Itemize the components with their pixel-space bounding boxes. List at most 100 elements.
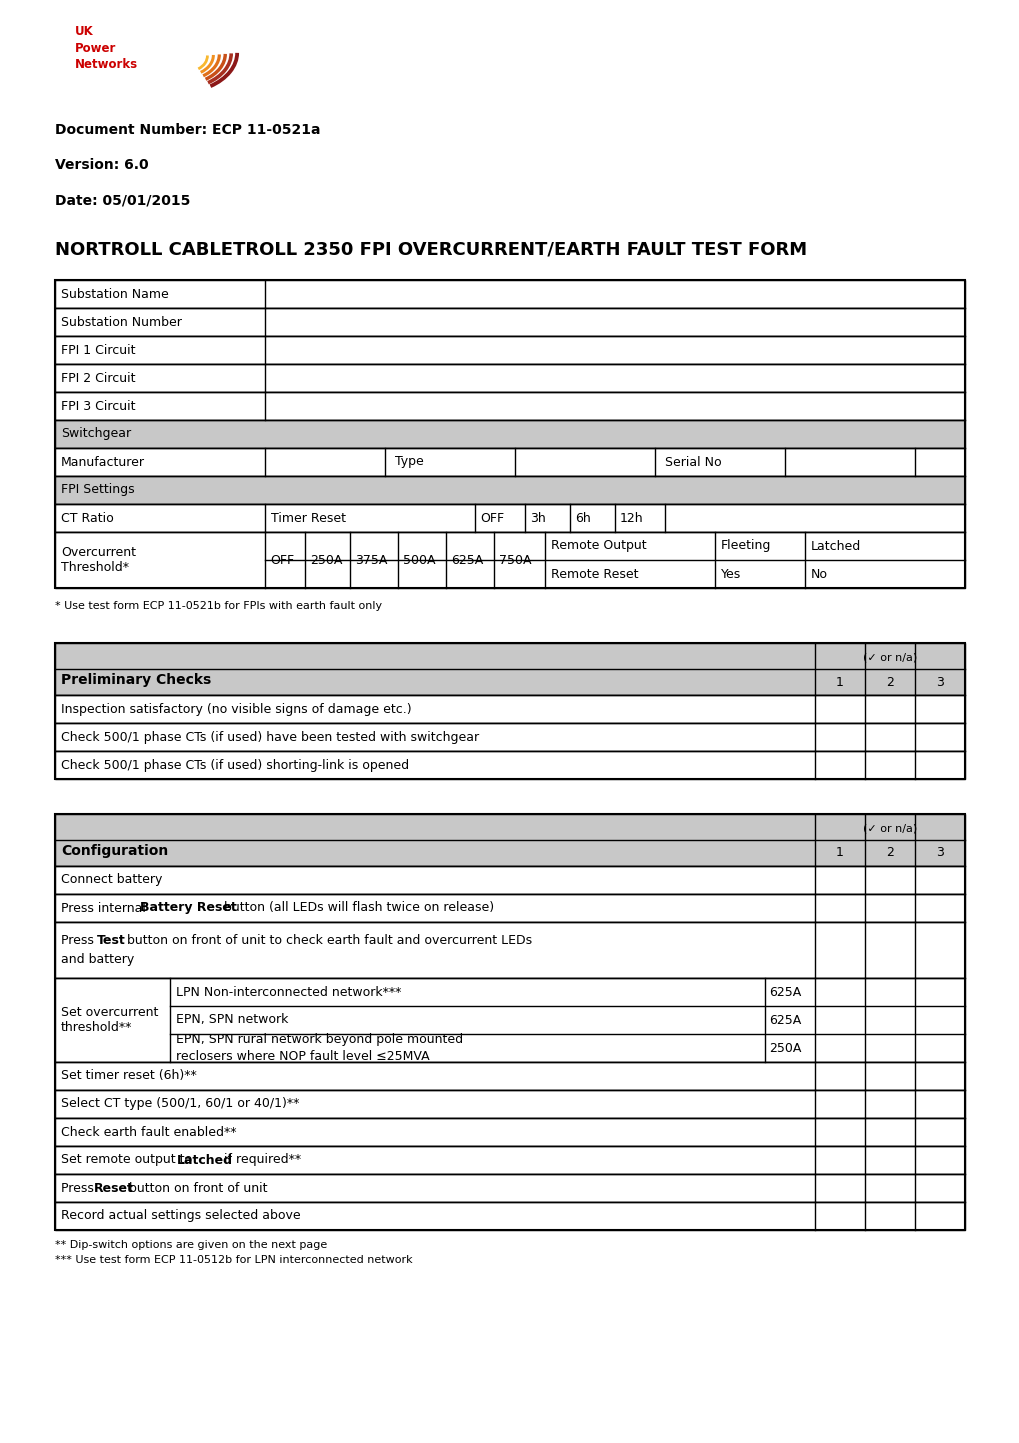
Text: CT Ratio: CT Ratio [61, 511, 114, 524]
Text: 625A: 625A [768, 986, 801, 999]
Text: 3: 3 [935, 847, 943, 860]
Text: *** Use test form ECP 11-0512b for LPN interconnected network: *** Use test form ECP 11-0512b for LPN i… [55, 1255, 413, 1266]
Bar [55, 280, 964, 307]
Text: 625A: 625A [450, 554, 483, 567]
Text: 3h: 3h [530, 511, 545, 524]
Text: 3: 3 [935, 675, 943, 688]
Text: LPN Non-interconnected network***: LPN Non-interconnected network*** [176, 986, 401, 999]
Text: Select CT type (500/1, 60/1 or 40/1)**: Select CT type (500/1, 60/1 or 40/1)** [61, 1098, 300, 1111]
Text: button on front of unit: button on front of unit [125, 1182, 267, 1195]
Text: No: No [810, 567, 827, 580]
Text: Check 500/1 phase CTs (if used) shorting-link is opened: Check 500/1 phase CTs (if used) shorting… [61, 759, 409, 772]
Bar [55, 814, 964, 1229]
Text: reclosers where NOP fault level ≤25MVA: reclosers where NOP fault level ≤25MVA [176, 1049, 429, 1062]
Text: Press internal: Press internal [61, 902, 150, 915]
Bar [55, 1118, 964, 1146]
Text: Set overcurrent
threshold**: Set overcurrent threshold** [61, 1006, 158, 1035]
Text: 500A: 500A [403, 554, 435, 567]
Bar [55, 1146, 964, 1175]
Bar [55, 307, 964, 336]
Text: Reset: Reset [94, 1182, 133, 1195]
Text: Overcurrent
Threshold*: Overcurrent Threshold* [61, 545, 136, 574]
Text: Test: Test [97, 935, 125, 948]
Text: Date: 05/01/2015: Date: 05/01/2015 [55, 193, 191, 206]
Text: Substation Name: Substation Name [61, 287, 168, 300]
Bar [55, 532, 964, 587]
Text: 12h: 12h [620, 511, 643, 524]
Bar [55, 644, 964, 779]
Text: Fleeting: Fleeting [720, 540, 770, 553]
Text: EPN, SPN network: EPN, SPN network [176, 1013, 288, 1026]
Text: (✓ or n/a): (✓ or n/a) [862, 824, 916, 834]
Text: button (all LEDs will flash twice on release): button (all LEDs will flash twice on rel… [220, 902, 493, 915]
Text: Remote Reset: Remote Reset [550, 567, 638, 580]
Bar [55, 696, 964, 723]
Text: Record actual settings selected above: Record actual settings selected above [61, 1209, 301, 1222]
Text: Check 500/1 phase CTs (if used) have been tested with switchgear: Check 500/1 phase CTs (if used) have bee… [61, 730, 479, 743]
Text: Manufacturer: Manufacturer [61, 456, 145, 469]
Bar [55, 336, 964, 364]
Text: 2: 2 [886, 847, 893, 860]
Bar [55, 1062, 964, 1089]
Text: Connect battery: Connect battery [61, 873, 162, 886]
Text: Inspection satisfactory (no visible signs of damage etc.): Inspection satisfactory (no visible sign… [61, 703, 412, 716]
Bar [55, 723, 964, 750]
Bar [55, 476, 964, 504]
Bar [55, 420, 964, 447]
Bar [55, 1175, 964, 1202]
Text: Battery Reset: Battery Reset [140, 902, 236, 915]
Text: Set remote output to: Set remote output to [61, 1153, 196, 1166]
Text: FPI Settings: FPI Settings [61, 483, 135, 496]
Text: 6h: 6h [575, 511, 590, 524]
Bar [55, 644, 964, 696]
Bar [55, 1089, 964, 1118]
Text: FPI 3 Circuit: FPI 3 Circuit [61, 400, 136, 413]
Text: Check earth fault enabled**: Check earth fault enabled** [61, 1126, 236, 1139]
Bar [55, 504, 964, 532]
Text: Set timer reset (6h)**: Set timer reset (6h)** [61, 1069, 197, 1082]
Text: Yes: Yes [720, 567, 741, 580]
Text: Press: Press [61, 935, 98, 948]
Bar [55, 866, 964, 895]
Text: NORTROLL CABLETROLL 2350 FPI OVERCURRENT/EARTH FAULT TEST FORM: NORTROLL CABLETROLL 2350 FPI OVERCURRENT… [55, 241, 806, 258]
Text: Latched: Latched [810, 540, 860, 553]
Text: 250A: 250A [768, 1042, 801, 1055]
Bar [55, 978, 964, 1062]
Bar [55, 364, 964, 392]
Text: button on front of unit to check earth fault and overcurrent LEDs: button on front of unit to check earth f… [123, 935, 532, 948]
Bar [55, 922, 964, 978]
Bar [55, 814, 964, 866]
Bar [55, 447, 964, 476]
Text: 1: 1 [836, 675, 843, 688]
Text: Substation Number: Substation Number [61, 316, 181, 329]
Text: * Use test form ECP 11-0521b for FPIs with earth fault only: * Use test form ECP 11-0521b for FPIs wi… [55, 600, 382, 610]
Text: UK
Power
Networks: UK Power Networks [75, 25, 138, 71]
Text: 375A: 375A [355, 554, 387, 567]
Text: Switchgear: Switchgear [61, 427, 131, 440]
Text: Version: 6.0: Version: 6.0 [55, 157, 149, 172]
Text: Type: Type [394, 456, 423, 469]
Text: Remote Output: Remote Output [550, 540, 646, 553]
Text: 1: 1 [836, 847, 843, 860]
Text: Latched: Latched [176, 1153, 232, 1166]
Text: Document Number: ECP 11-0521a: Document Number: ECP 11-0521a [55, 123, 320, 137]
Text: Configuration: Configuration [61, 844, 168, 859]
Text: and battery: and battery [61, 952, 135, 965]
Text: EPN, SPN rural network beyond pole mounted: EPN, SPN rural network beyond pole mount… [176, 1033, 463, 1046]
Bar [55, 1202, 964, 1229]
Bar [55, 750, 964, 779]
Text: FPI 1 Circuit: FPI 1 Circuit [61, 343, 136, 356]
Text: 750A: 750A [498, 554, 531, 567]
Text: Preliminary Checks: Preliminary Checks [61, 674, 211, 687]
Text: if required**: if required** [220, 1153, 301, 1166]
Text: FPI 2 Circuit: FPI 2 Circuit [61, 371, 136, 384]
Text: Serial No: Serial No [664, 456, 720, 469]
Text: (✓ or n/a): (✓ or n/a) [862, 652, 916, 662]
Text: 250A: 250A [310, 554, 342, 567]
Text: Press: Press [61, 1182, 98, 1195]
Text: 2: 2 [886, 675, 893, 688]
Text: 625A: 625A [768, 1013, 801, 1026]
Bar [55, 895, 964, 922]
Text: OFF: OFF [480, 511, 503, 524]
Bar [55, 392, 964, 420]
